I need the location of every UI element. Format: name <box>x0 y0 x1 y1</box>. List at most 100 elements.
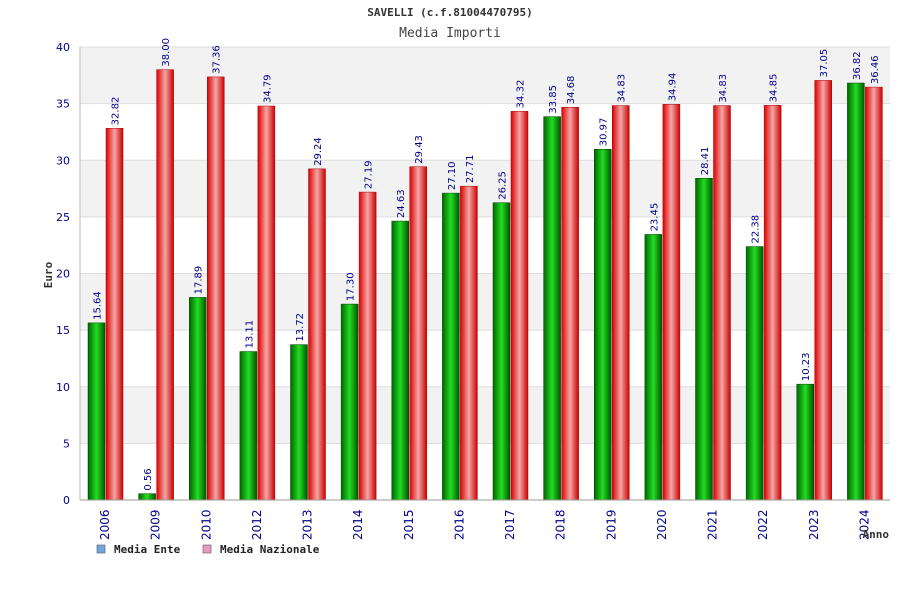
y-axis-ticks: 0 5 10 15 20 25 30 35 40 <box>56 41 70 507</box>
x-tick-label: 2018 <box>554 509 568 540</box>
bar-media-ente-2018 <box>543 116 561 501</box>
data-label: 17.30 <box>346 272 357 301</box>
x-tick-label: 2019 <box>604 509 618 540</box>
data-label: 32.82 <box>111 97 122 126</box>
x-tick-label: 2023 <box>807 509 821 540</box>
data-label: 27.10 <box>447 161 458 190</box>
y-tick-label: 15 <box>56 324 70 337</box>
bar-media-ente-2022 <box>745 246 764 501</box>
x-tick-label: 2022 <box>756 509 770 540</box>
bar-media-ente-2023 <box>796 383 814 501</box>
data-label: 10.23 <box>801 353 812 382</box>
bar-media-nazionale-2020 <box>662 104 681 501</box>
x-axis-label: Anno <box>863 528 890 541</box>
legend-label-media-ente: Media Ente <box>114 543 181 556</box>
bar-media-ente-2021 <box>695 178 713 501</box>
x-tick-label: 2013 <box>301 509 315 540</box>
data-label: 29.24 <box>313 137 324 166</box>
data-label: 27.19 <box>364 160 375 189</box>
data-label: 36.46 <box>870 55 881 84</box>
legend: Media Ente Media Nazionale <box>96 543 320 556</box>
bar-media-ente-2014 <box>340 303 359 501</box>
data-label: 13.72 <box>295 313 306 342</box>
data-label: 26.25 <box>498 171 509 200</box>
data-label: 13.11 <box>244 320 255 349</box>
bar-media-nazionale-2017 <box>510 111 529 501</box>
legend-swatch-media-nazionale <box>202 544 212 554</box>
data-label: 34.94 <box>667 73 678 102</box>
bar-media-nazionale-2014 <box>358 191 377 501</box>
bar-media-nazionale-2021 <box>713 105 731 501</box>
bar-media-nazionale-2022 <box>763 105 782 501</box>
bar-media-ente-2020 <box>644 234 663 501</box>
data-label: 34.68 <box>566 76 577 105</box>
y-tick-label: 40 <box>56 41 70 54</box>
data-label: 34.85 <box>769 74 780 103</box>
y-tick-label: 5 <box>63 437 70 450</box>
bar-media-nazionale-2013 <box>308 168 326 501</box>
data-label: 34.83 <box>617 74 628 103</box>
bar-media-ente-2013 <box>290 344 308 501</box>
bar-media-ente-2010 <box>189 297 207 501</box>
bar-media-ente-2019 <box>594 149 612 501</box>
bar-media-ente-2006 <box>87 322 106 501</box>
bar-media-nazionale-2006 <box>105 128 124 501</box>
bar-media-nazionale-2024 <box>865 86 883 501</box>
chart-title: SAVELLI (c.f.81004470795) <box>367 6 533 19</box>
legend-label-media-nazionale: Media Nazionale <box>220 543 320 556</box>
data-label: 0.56 <box>143 468 154 490</box>
data-label: 27.71 <box>465 155 476 184</box>
bar-media-nazionale-2009 <box>156 69 174 501</box>
bar-media-ente-2017 <box>492 202 511 501</box>
bar-media-nazionale-2010 <box>207 76 225 501</box>
y-axis-label: Euro <box>42 261 55 288</box>
x-tick-label: 2009 <box>149 509 163 540</box>
bar-media-ente-2009 <box>138 493 156 501</box>
x-tick-label: 2012 <box>250 509 264 540</box>
y-tick-label: 30 <box>56 154 70 167</box>
x-tick-label: 2021 <box>706 509 720 540</box>
data-label: 34.83 <box>718 74 729 103</box>
x-tick-label: 2006 <box>98 509 112 540</box>
data-label: 37.05 <box>819 49 830 78</box>
y-tick-label: 35 <box>56 98 70 111</box>
bar-media-ente-2016 <box>442 192 460 501</box>
data-label: 15.64 <box>93 291 104 320</box>
data-labels: 15.64 32.82 0.56 38.00 17.89 37.36 13.11 34.79 1… <box>93 38 881 491</box>
y-tick-label: 0 <box>63 494 70 507</box>
data-label: 24.63 <box>396 189 407 218</box>
data-label: 28.41 <box>700 147 711 176</box>
x-axis-ticks: 2006 2009 2010 2012 2013 2014 2015 2016 2017 2018… <box>98 509 871 540</box>
x-tick-label: 2016 <box>452 509 466 540</box>
bar-media-nazionale-2023 <box>814 80 832 501</box>
y-tick-label: 25 <box>56 211 70 224</box>
y-tick-label: 10 <box>56 381 70 394</box>
data-label: 38.00 <box>161 38 172 67</box>
x-tick-label: 2015 <box>402 509 416 540</box>
bar-media-nazionale-2016 <box>460 185 478 501</box>
chart-subtitle: Media Importi <box>399 26 501 41</box>
bar-media-nazionale-2019 <box>612 105 630 501</box>
x-tick-label: 2010 <box>199 509 213 540</box>
bar-media-ente-2012 <box>239 351 258 501</box>
x-tick-label: 2020 <box>655 509 669 540</box>
data-label: 33.85 <box>548 85 559 114</box>
x-tick-label: 2017 <box>503 509 517 540</box>
bar-media-ente-2015 <box>391 220 409 501</box>
data-label: 36.82 <box>852 51 863 80</box>
legend-swatch-media-ente <box>96 544 106 554</box>
data-label: 22.38 <box>751 215 762 244</box>
data-label: 34.32 <box>516 80 527 109</box>
data-label: 30.97 <box>599 118 610 147</box>
bar-media-nazionale-2018 <box>561 106 579 501</box>
x-tick-label: 2014 <box>351 509 365 540</box>
bar-media-nazionale-2015 <box>409 166 427 501</box>
y-tick-label: 20 <box>56 268 70 281</box>
data-label: 29.43 <box>414 135 425 164</box>
bar-media-nazionale-2012 <box>257 105 276 501</box>
data-label: 37.36 <box>212 45 223 74</box>
data-label: 23.45 <box>649 203 660 232</box>
bar-media-ente-2024 <box>847 82 865 501</box>
bars <box>87 69 883 501</box>
x-tick-label: 2024 <box>857 509 871 540</box>
